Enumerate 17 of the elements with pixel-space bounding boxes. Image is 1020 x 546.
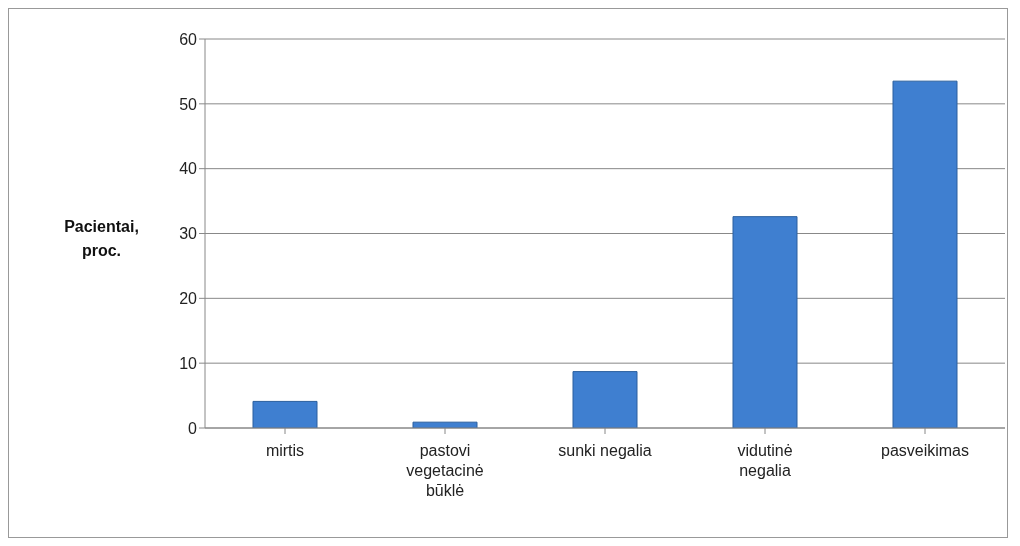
bar <box>572 371 638 428</box>
y-tick-label: 20 <box>179 290 198 308</box>
bar <box>732 216 798 428</box>
x-tick-label: pasveikimas <box>880 442 970 459</box>
x-tick-label: vidutinė negalia <box>737 442 793 479</box>
x-tick-label: pastovi vegetacinė būklė <box>406 442 484 499</box>
y-tick-label: 60 <box>179 30 198 48</box>
y-tick-label: 10 <box>179 354 198 372</box>
y-tick-label: 30 <box>179 225 198 243</box>
y-tick-label: 0 <box>188 419 198 437</box>
bar <box>892 80 958 428</box>
x-tick-label: sunki negalia <box>558 442 652 459</box>
x-tick-label: mirtis <box>265 442 305 459</box>
y-axis-title: Pacientai, proc. <box>63 217 140 261</box>
y-tick-label: 50 <box>179 95 198 113</box>
bar <box>252 400 318 428</box>
y-tick-label: 40 <box>179 160 198 178</box>
